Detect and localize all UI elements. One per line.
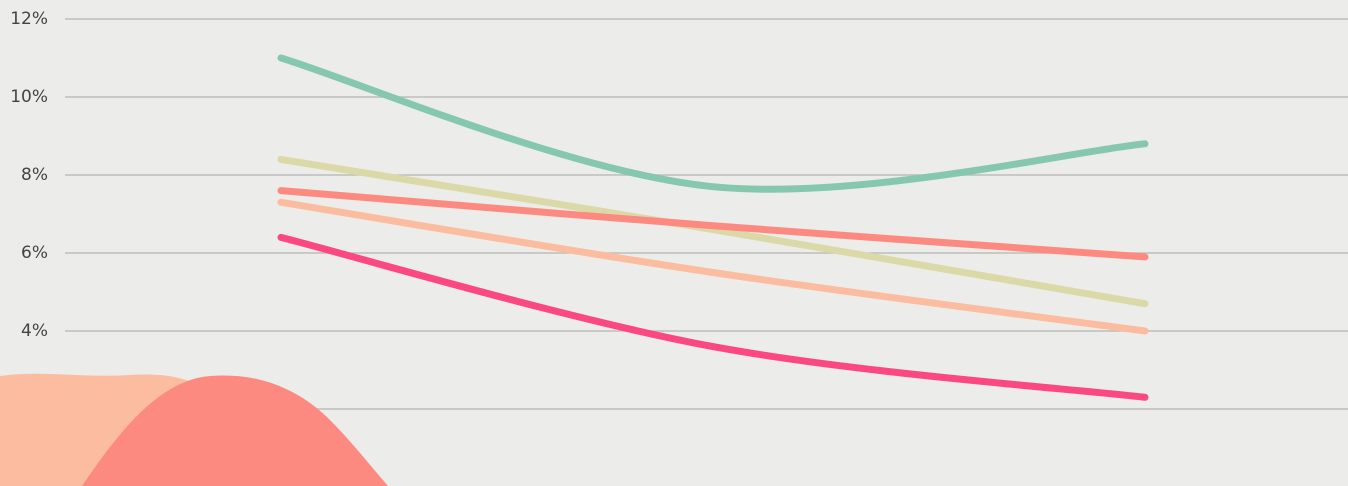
line xyxy=(277,54,1149,193)
lines-layer xyxy=(277,54,1149,401)
y-tick-label: 6% xyxy=(21,243,48,263)
y-tick-label: 4% xyxy=(21,321,48,341)
line xyxy=(277,198,1149,335)
y-tick-label: 8% xyxy=(21,165,48,185)
y-tick-label: 10% xyxy=(10,87,48,107)
line xyxy=(277,187,1149,261)
y-tick-label: 12% xyxy=(10,9,48,29)
line xyxy=(277,233,1149,401)
decoration xyxy=(82,375,388,486)
line xyxy=(277,155,1149,308)
